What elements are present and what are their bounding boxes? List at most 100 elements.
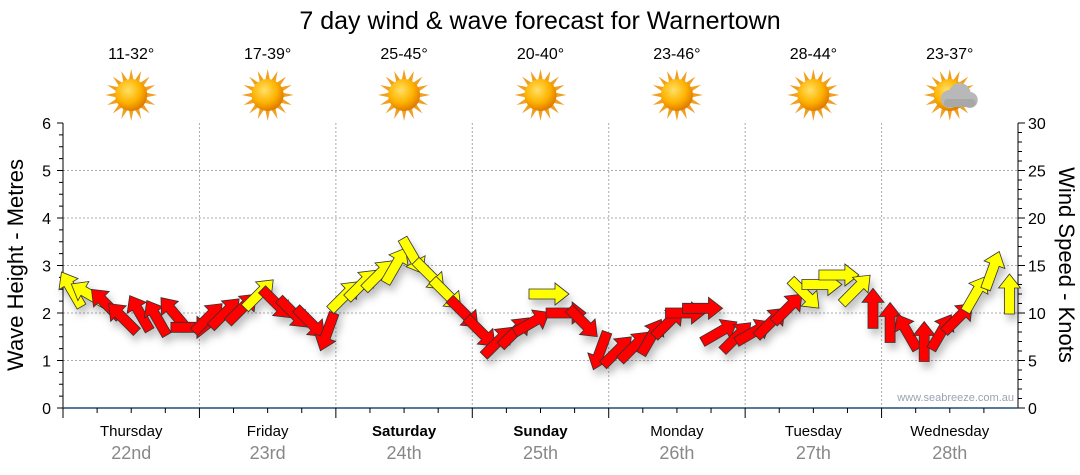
- grid: [63, 123, 1018, 408]
- sun-ray: [787, 92, 800, 98]
- wind-arrow: [682, 296, 724, 321]
- wind-arrow: [108, 303, 141, 337]
- sun-ray: [674, 69, 680, 81]
- wind-arrow: [58, 271, 87, 310]
- date-label: 27th: [796, 443, 831, 463]
- wind-arrow: [769, 293, 803, 327]
- sun-ray: [514, 92, 527, 98]
- chart-title: 7 day wind & wave forecast for Warnertow…: [299, 7, 780, 35]
- sun-ray: [241, 92, 254, 98]
- sun-ray: [401, 109, 407, 121]
- day-label: Wednesday: [910, 423, 989, 440]
- temperature-label: 23-46°: [653, 46, 700, 63]
- sun-ray: [650, 92, 663, 98]
- sun-ray: [265, 109, 271, 121]
- wind-arrow: [837, 274, 871, 308]
- wind-arrow: [894, 314, 923, 353]
- cloud-icon: [940, 83, 978, 108]
- sun-disc: [797, 79, 830, 111]
- wind-arrow: [564, 304, 598, 338]
- sun-icon: [105, 69, 158, 121]
- right-tick-label: 5: [1028, 354, 1037, 371]
- temperature-label: 23-37°: [926, 46, 973, 63]
- sun-ray: [554, 92, 567, 98]
- date-label: 25th: [523, 443, 558, 463]
- axes: 0 1 2 3 4 5 6 0 5 10 15 20 25 30: [42, 116, 1046, 418]
- sun-icon: [378, 69, 431, 121]
- date-label: 23rd: [250, 443, 286, 463]
- temperature-label: 11-32°: [108, 46, 154, 63]
- sun-ray: [827, 92, 840, 98]
- sun-ray: [923, 92, 936, 98]
- date-label: 24th: [387, 443, 422, 463]
- sun-ray: [538, 69, 543, 81]
- cloud-base: [943, 99, 976, 107]
- date-label: 28th: [932, 443, 967, 463]
- sun-ray: [947, 109, 953, 121]
- left-tick-label: 4: [42, 211, 51, 228]
- left-axis-label: Wave Height - Metres: [3, 159, 28, 371]
- left-tick-label: 2: [42, 306, 51, 323]
- sun-disc: [660, 79, 693, 111]
- sun-disc: [524, 79, 557, 111]
- temperature-label: 17-39°: [244, 46, 291, 63]
- temperature-label: 28-44°: [790, 46, 837, 63]
- wind-arrow: [818, 263, 860, 287]
- wind-arrow: [380, 247, 409, 286]
- sun-ray: [378, 92, 391, 98]
- day-label: Saturday: [372, 423, 437, 440]
- sun-ray: [128, 109, 134, 121]
- sun-icon: [787, 69, 840, 121]
- left-tick-label: 5: [42, 164, 51, 181]
- wind-arrow: [292, 304, 325, 338]
- day-columns: Thursday 22nd 11-32° Friday 23rd 17-39° Saturd…: [100, 46, 990, 463]
- sun-ray: [810, 69, 816, 81]
- sun-ray: [947, 69, 953, 81]
- right-axis-label: Wind Speed - Knots: [1054, 167, 1079, 363]
- wind-arrow: [126, 295, 155, 334]
- sun-icon: [241, 69, 294, 121]
- watermark: www.seabreeze.com.au: [896, 392, 1014, 404]
- date-label: 26th: [659, 443, 694, 463]
- sun-ray: [105, 92, 118, 98]
- sun-ray: [401, 69, 407, 81]
- partly-cloudy-icon: [923, 69, 978, 121]
- sun-ray: [674, 109, 680, 121]
- sun-disc: [388, 79, 421, 111]
- sun-ray: [810, 109, 816, 121]
- wind-arrow: [997, 273, 1022, 315]
- wind-arrow: [980, 250, 1006, 292]
- wind-arrow: [940, 303, 973, 337]
- day-label: Tuesday: [785, 423, 842, 440]
- sun-icon: [514, 69, 567, 121]
- day-label: Sunday: [513, 423, 568, 440]
- sun-ray: [128, 69, 134, 81]
- day-label: Thursday: [100, 423, 163, 440]
- left-tick-label: 0: [42, 401, 51, 418]
- left-tick-label: 3: [42, 259, 51, 276]
- sun-disc: [115, 79, 148, 111]
- sun-ray: [281, 92, 294, 98]
- sun-ray: [690, 92, 703, 98]
- sun-ray: [538, 109, 543, 121]
- right-tick-label: 0: [1028, 401, 1037, 418]
- temperature-label: 25-45°: [380, 46, 427, 63]
- wind-arrow: [528, 282, 570, 306]
- wind-arrow: [511, 309, 550, 338]
- right-tick-label: 30: [1028, 116, 1046, 133]
- sun-ray: [418, 92, 431, 98]
- wind-arrows: [58, 235, 1022, 371]
- wind-arrow: [462, 313, 496, 347]
- right-tick-label: 15: [1028, 259, 1046, 276]
- sun-icon: [650, 69, 703, 121]
- day-label: Friday: [247, 423, 289, 440]
- date-label: 22nd: [111, 443, 151, 463]
- wind-arrow: [861, 287, 885, 329]
- sun-disc: [251, 79, 284, 111]
- wind-arrow: [786, 275, 820, 309]
- day-label: Monday: [650, 423, 704, 440]
- right-tick-label: 20: [1028, 211, 1046, 228]
- right-tick-label: 10: [1028, 306, 1046, 323]
